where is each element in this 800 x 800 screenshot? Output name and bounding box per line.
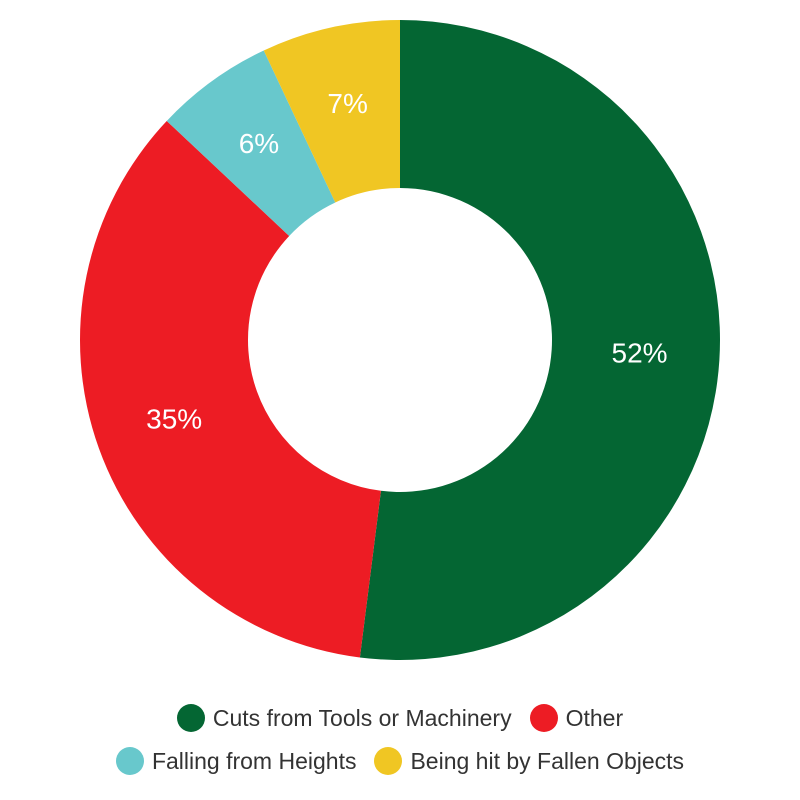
legend-row-2: Falling from Heights Being hit by Fallen… — [0, 747, 800, 775]
legend-swatch-falling — [115, 747, 144, 775]
legend-row-1: Cuts from Tools or Machinery Other — [0, 704, 800, 732]
labels-group: 52% 35% 6% 7% — [146, 88, 667, 435]
slice-3 — [263, 20, 400, 203]
slice-label-0: 52% — [612, 337, 668, 368]
legend-label-cuts: Cuts from Tools or Machinery — [212, 704, 512, 731]
slice-label-1: 35% — [146, 404, 202, 435]
legend-swatch-cuts — [176, 704, 205, 732]
legend-item-other: Other — [529, 704, 624, 732]
legend-item-hit: Being hit by Fallen Objects — [374, 747, 684, 775]
legend-label-hit: Being hit by Fallen Objects — [410, 747, 685, 774]
slice-1 — [79, 120, 381, 658]
slice-label-3: 7% — [327, 88, 367, 119]
slices-group — [79, 20, 720, 660]
legend-label-falling: Falling from Heights — [151, 747, 357, 774]
legend-label-other: Other — [565, 704, 624, 731]
slice-0 — [359, 20, 720, 660]
legend-item-falling: Falling from Heights — [115, 747, 357, 775]
legend-swatch-hit — [374, 747, 403, 775]
slice-2 — [166, 50, 336, 236]
legend-swatch-other — [529, 704, 558, 732]
slice-label-2: 6% — [239, 128, 279, 159]
legend-item-cuts: Cuts from Tools or Machinery — [176, 704, 512, 732]
